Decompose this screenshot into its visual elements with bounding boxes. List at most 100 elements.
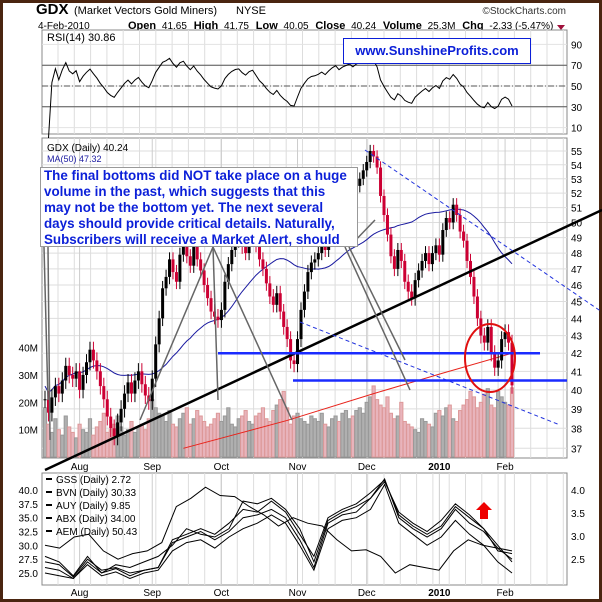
date: 4-Feb-2010	[38, 21, 90, 32]
exchange: NYSE	[236, 5, 266, 17]
candlestick	[413, 272, 417, 306]
candle-body	[164, 276, 168, 289]
volume-bar	[170, 423, 176, 458]
x-tick-label: Sep	[143, 462, 161, 473]
candlestick	[140, 363, 144, 393]
candlestick	[209, 290, 213, 320]
candlestick	[372, 144, 376, 163]
volume-bar	[174, 426, 179, 458]
price-tick-label: 54	[571, 161, 583, 172]
candle-body	[60, 380, 64, 394]
candlestick	[109, 407, 113, 438]
rsi-tick-label: 30	[571, 103, 583, 114]
candlestick	[112, 419, 116, 446]
volume-bar	[153, 407, 158, 458]
candlestick	[313, 252, 317, 270]
candle-body	[441, 230, 445, 255]
volume-bar	[451, 418, 456, 458]
volume-bar	[499, 396, 504, 458]
right-tick-label: 2.5	[571, 555, 585, 566]
left-tick-label: 32.5	[19, 528, 39, 539]
candle-body	[320, 243, 324, 254]
candlestick	[95, 352, 99, 380]
candlestick	[493, 345, 497, 376]
open-label: Open	[128, 20, 156, 32]
candlestick	[392, 249, 396, 277]
candle-body	[361, 170, 365, 179]
candlestick	[510, 334, 514, 394]
candlestick	[71, 366, 75, 388]
volume-bar	[368, 396, 373, 458]
candle-body	[136, 371, 140, 381]
candle-body	[396, 249, 400, 269]
candle-body	[230, 249, 234, 265]
candlestick	[67, 357, 71, 384]
candlestick	[123, 385, 127, 418]
candlestick	[503, 324, 507, 348]
price-tick-label: 39	[571, 405, 583, 416]
rsi-tick-label: 70	[571, 61, 583, 72]
candlestick	[154, 336, 158, 388]
volume-bar	[236, 418, 241, 458]
volume-bar	[132, 431, 138, 458]
candlestick	[430, 246, 434, 272]
volume-bar	[413, 429, 418, 458]
close-value: 40.24	[351, 21, 376, 32]
candle-body	[430, 253, 434, 265]
candlestick	[57, 377, 61, 403]
x-tick-label: Nov	[289, 462, 307, 473]
candle-body	[109, 416, 113, 429]
legend-entry: AEM (Daily) 50.43	[56, 527, 138, 538]
candle-body	[403, 260, 407, 282]
volume-bar	[298, 418, 304, 458]
volume-bar	[246, 420, 252, 458]
x-tick-label: 2010	[428, 588, 451, 599]
volume-bar	[357, 407, 362, 458]
left-tick-label: 40.0	[19, 486, 39, 497]
high-label: High	[194, 20, 219, 32]
volume-bar	[42, 407, 48, 458]
candlestick	[472, 269, 476, 305]
volume-bar	[496, 390, 501, 458]
candlestick	[264, 261, 268, 291]
volume-bar	[181, 412, 186, 458]
candle-body	[475, 296, 479, 319]
candlestick	[161, 280, 165, 327]
candle-body	[468, 260, 472, 277]
candlestick	[129, 374, 133, 403]
candle-body	[389, 234, 393, 257]
volume-bar	[240, 415, 245, 458]
candlestick	[410, 284, 414, 306]
candle-body	[81, 374, 85, 390]
x-tick-label: Aug	[71, 588, 89, 599]
candlestick	[496, 352, 500, 376]
volume-bar	[260, 407, 266, 458]
candlestick	[417, 263, 421, 288]
copyright: ©StockCharts.com	[482, 6, 566, 17]
candlestick	[434, 238, 438, 261]
candlestick	[105, 390, 109, 426]
volume-bar	[489, 404, 494, 458]
volume-bar	[475, 407, 480, 458]
candle-body	[285, 326, 289, 340]
candlestick	[379, 161, 383, 203]
volume-bar	[136, 426, 141, 458]
volume-bar	[285, 407, 290, 458]
candle-body	[309, 262, 313, 273]
candle-body	[316, 253, 320, 260]
volume-bar	[157, 412, 162, 458]
candlestick	[396, 243, 400, 277]
right-tick-label: 3.0	[571, 532, 585, 543]
candlestick	[282, 304, 286, 335]
candle-body	[448, 217, 452, 223]
promo-link[interactable]: www.SunshineProfits.com	[343, 38, 531, 64]
volume-bar	[53, 418, 58, 458]
volume-bar	[271, 410, 276, 458]
volume-tick-label: 30M	[19, 371, 38, 382]
candle-body	[399, 249, 403, 261]
volume-bar	[447, 404, 452, 458]
candle-body	[299, 309, 303, 340]
candle-body	[278, 293, 282, 312]
volume-bar	[167, 410, 172, 458]
gdx-legend: GDX (Daily) 40.24	[47, 143, 129, 154]
